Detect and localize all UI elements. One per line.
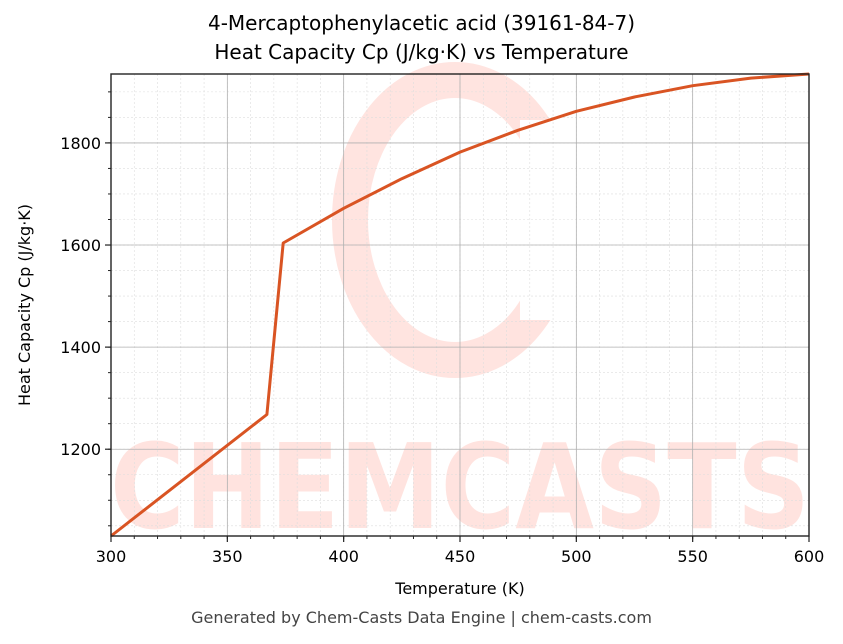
x-tick-label: 350 <box>212 547 243 566</box>
x-tick-label: 550 <box>677 547 708 566</box>
x-tick-label: 400 <box>328 547 359 566</box>
chart-title: 4-Mercaptophenylacetic acid (39161-84-7) <box>207 11 636 35</box>
y-tick-label: 1600 <box>60 236 101 255</box>
series-line <box>110 72 810 538</box>
x-tick-label: 600 <box>794 547 825 566</box>
x-tick-label: 300 <box>96 547 127 566</box>
x-tick-label: 450 <box>445 547 476 566</box>
x-tick-label: 500 <box>561 547 592 566</box>
y-axis-label: Heat Capacity Cp (J/kg·K) <box>15 204 34 406</box>
chart-subtitle: Heat Capacity Cp (J/kg·K) vs Temperature <box>214 40 629 64</box>
x-axis: 300 350 400 450 500 550 600 Temperature (K) <box>96 536 825 598</box>
y-tick-label: 1400 <box>60 338 101 357</box>
y-axis: 1200 1400 1600 1800 Heat Capacity Cp (J/kg·K… <box>15 91 111 527</box>
y-tick-label: 1800 <box>60 134 101 153</box>
y-tick-label: 1200 <box>60 440 101 459</box>
footer-credit: Generated by Chem-Casts Data Engine | ch… <box>191 608 652 627</box>
x-axis-label: Temperature (K) <box>394 579 524 598</box>
